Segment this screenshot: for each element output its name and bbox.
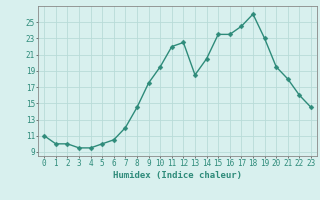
X-axis label: Humidex (Indice chaleur): Humidex (Indice chaleur) [113, 171, 242, 180]
